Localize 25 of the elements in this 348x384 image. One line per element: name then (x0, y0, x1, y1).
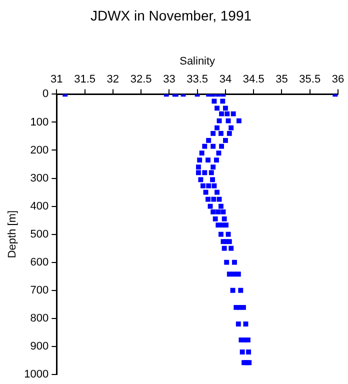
x-tick-label: 35 (276, 74, 288, 86)
y-tick-label: 1000 (24, 368, 49, 380)
y-tick-label: 0 (42, 88, 49, 100)
x-tick-label: 31.5 (74, 74, 96, 86)
y-axis-title: Depth [m] (6, 210, 19, 258)
y-tick-label: 200 (30, 144, 49, 156)
x-tick-label: 32.5 (130, 74, 152, 86)
y-tick-label: 700 (30, 284, 49, 296)
y-tick-label: 500 (30, 228, 49, 240)
chart-title: JDWX in November, 1991 (90, 7, 252, 24)
x-axis-title: Salinity (180, 55, 216, 68)
x-tick-label: 32 (106, 74, 120, 86)
x-tick-label: 35.5 (299, 74, 321, 86)
y-tick-label: 100 (30, 116, 49, 128)
y-tick-label: 600 (30, 256, 49, 268)
x-tick-label: 33.5 (186, 74, 208, 86)
y-tick-label: 900 (30, 340, 49, 352)
y-tick-label: 800 (30, 312, 49, 324)
x-tick-label: 34 (219, 74, 232, 86)
x-tick-label: 31 (50, 74, 63, 86)
x-tick-label: 36 (332, 74, 344, 86)
x-tick-label: 34.5 (242, 74, 264, 86)
x-tick-label: 33 (163, 74, 176, 86)
y-tick-label: 400 (30, 200, 49, 212)
y-tick-label: 300 (30, 172, 49, 184)
